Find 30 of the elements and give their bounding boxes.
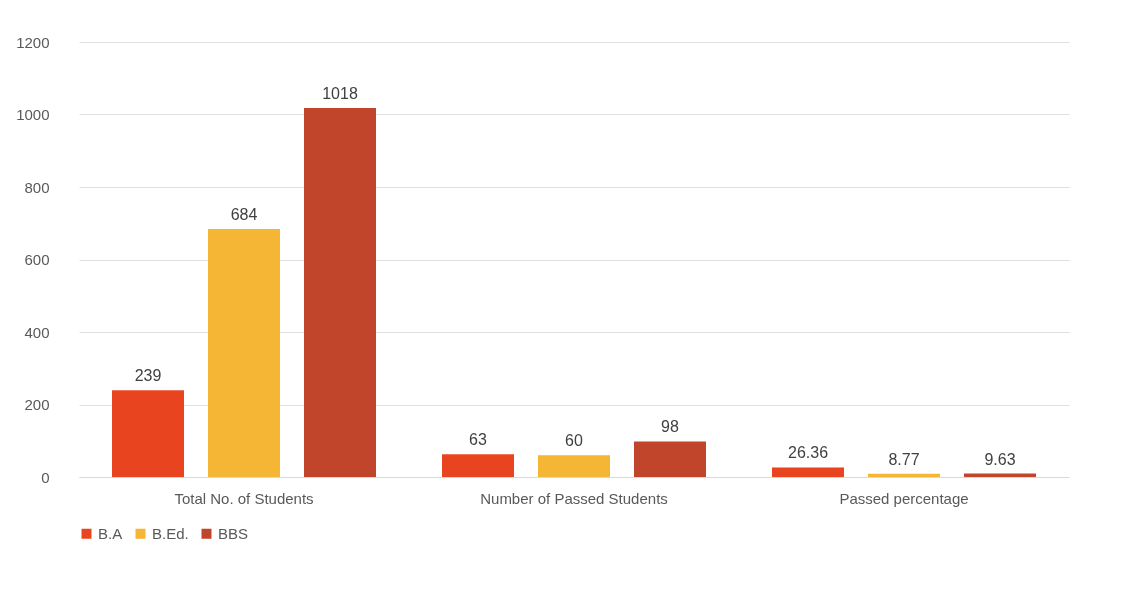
legend-label: B.Ed. [152, 524, 189, 542]
bar [304, 107, 376, 477]
legend-label: B.A [98, 524, 123, 542]
y-tick-label: 400 [24, 323, 50, 341]
x-tick-label: Passed percentage [839, 489, 969, 507]
data-label: 9.63 [984, 450, 1016, 468]
data-label: 684 [230, 206, 258, 224]
y-tick-label: 800 [24, 178, 50, 196]
y-tick-label: 1000 [16, 106, 50, 123]
bar [208, 229, 280, 477]
bar [868, 473, 940, 477]
bar [112, 390, 184, 477]
data-label: 239 [134, 367, 162, 385]
legend-label: BBS [218, 524, 249, 542]
data-label: 1018 [322, 84, 358, 102]
x-tick-label: Number of Passed Students [480, 489, 668, 507]
bar [538, 455, 610, 477]
bar [634, 441, 706, 477]
data-label: 26.36 [787, 444, 829, 462]
data-label: 63 [469, 431, 487, 449]
y-tick-label: 600 [24, 251, 50, 268]
y-tick-label: 1200 [16, 33, 50, 51]
y-tick-label: 200 [24, 396, 50, 413]
bar [772, 467, 844, 477]
bar [442, 454, 514, 477]
data-label: 98 [661, 418, 679, 436]
data-label: 8.77 [888, 450, 920, 468]
x-tick-label: Total No. of Students [174, 489, 314, 507]
y-tick-label: 0 [41, 468, 50, 486]
data-label: 60 [565, 432, 583, 450]
